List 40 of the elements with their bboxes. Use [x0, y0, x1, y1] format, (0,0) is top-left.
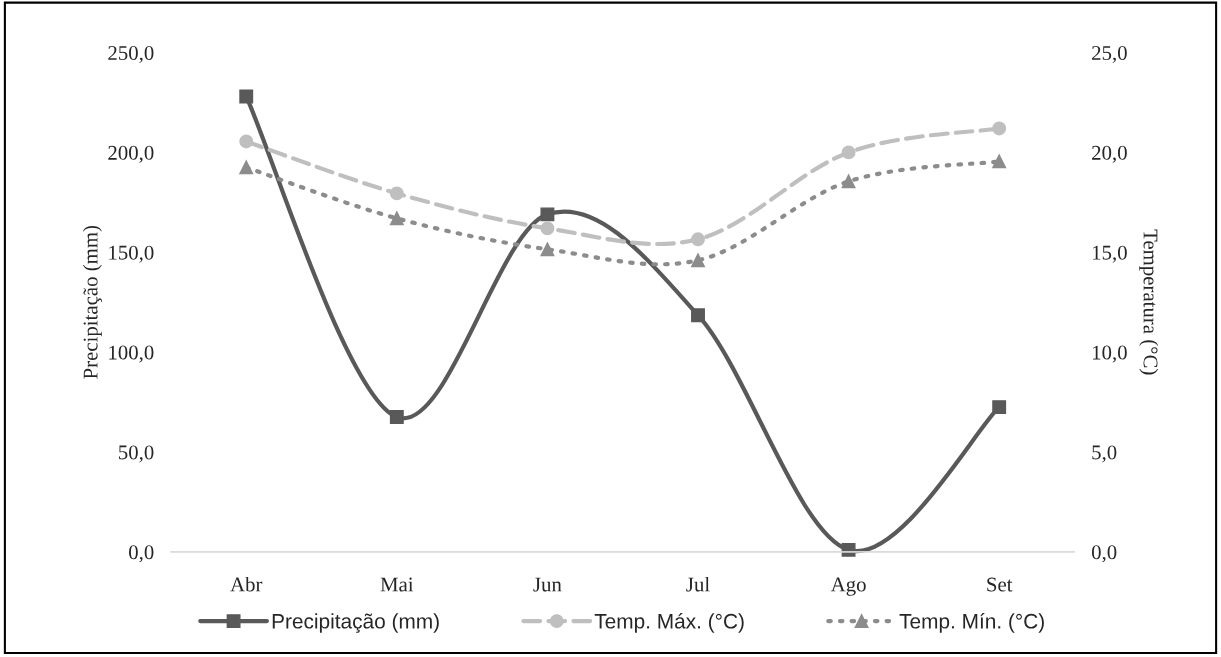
point [691, 253, 705, 268]
x-tick-label: Jun [533, 577, 562, 592]
legend-label: Temp. Máx. (°C) [594, 613, 744, 633]
y-tick-label: 150,0 [109, 245, 154, 263]
y2-axis-title: Temperatura (°C) [1139, 229, 1159, 375]
legend-label: Precipitação (mm) [272, 613, 439, 633]
y-axis-title: Precipitação (mm) [82, 225, 102, 379]
point [691, 232, 705, 247]
point [992, 121, 1007, 136]
x-tick-label: Mai [380, 577, 414, 592]
y2-tick-label: 10,0 [1092, 345, 1127, 363]
y-tick-label: 0,0 [129, 545, 154, 563]
point [239, 134, 254, 149]
point [239, 89, 254, 104]
x-tick-label: Abr [230, 576, 263, 592]
point [540, 242, 555, 257]
point [540, 207, 555, 222]
point [540, 221, 555, 236]
point [841, 145, 856, 160]
y2-tick-label: 20,0 [1092, 145, 1127, 163]
legend-label: Temp. Mín. (°C) [899, 613, 1044, 633]
y2-tick-label: 15,0 [1092, 245, 1127, 263]
point [691, 308, 705, 323]
point [992, 400, 1007, 415]
x-tick-label: Set [987, 577, 1013, 592]
y-tick-label: 250,0 [108, 45, 154, 63]
y-tick-label: 50,0 [119, 445, 154, 463]
point [389, 186, 404, 201]
x-tick-label: Ago [830, 577, 866, 596]
point [389, 211, 404, 226]
point [841, 174, 856, 189]
point [389, 410, 404, 425]
y2-tick-label: 0,0 [1091, 545, 1117, 563]
y2-tick-label: 25,0 [1092, 45, 1127, 63]
y-tick-label: 100,0 [109, 345, 154, 363]
y-tick-label: 200,0 [108, 145, 154, 163]
point [992, 154, 1007, 169]
x-tick-label: Jul [686, 576, 710, 592]
y2-tick-label: 5,0 [1092, 445, 1117, 463]
point [239, 160, 254, 175]
